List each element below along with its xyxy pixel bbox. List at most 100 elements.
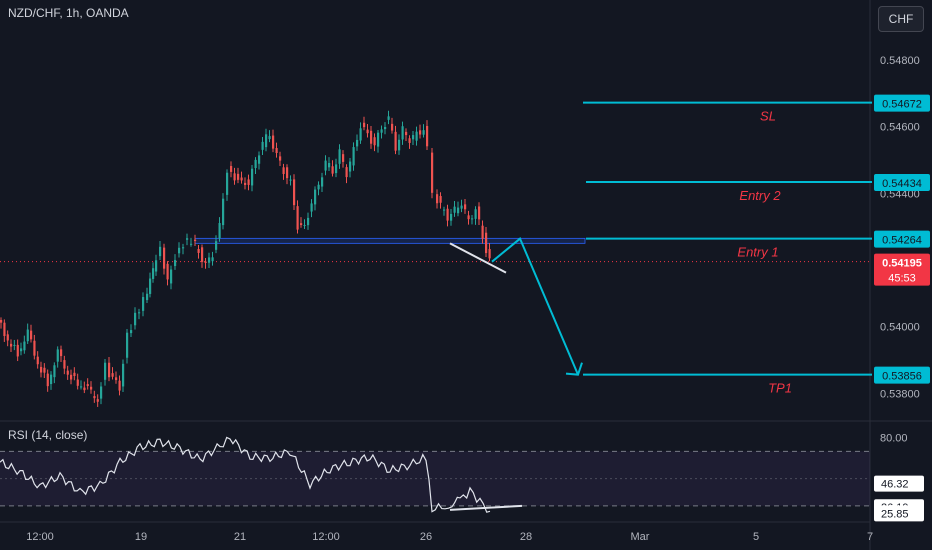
candle-body (328, 163, 331, 168)
candle-body (73, 372, 76, 377)
candle-body (331, 166, 334, 174)
candle-body (467, 215, 470, 220)
candle-body (439, 196, 442, 203)
candle-body (43, 367, 46, 373)
candle-body (76, 379, 79, 386)
rsi-line (0, 436, 491, 513)
y-tick-label: 0.54400 (880, 188, 920, 200)
candle-body (10, 343, 13, 347)
candle-body (174, 259, 177, 267)
candle-body (387, 116, 390, 120)
candle-body (296, 206, 299, 230)
candle-body (289, 179, 292, 181)
current-price-badge (874, 253, 930, 286)
candle-body (20, 348, 23, 352)
candle-body (90, 386, 93, 390)
candle-body (401, 126, 404, 140)
candle-body (53, 365, 56, 378)
candle-body (3, 322, 6, 336)
candle-body (0, 320, 3, 323)
candle-body (178, 247, 181, 254)
candle-body (363, 122, 366, 128)
candle-body (215, 241, 218, 250)
candle-body (122, 363, 125, 387)
level-badge (874, 366, 930, 384)
level-badge-text: 0.54672 (882, 99, 922, 111)
candle-body (265, 134, 268, 148)
candle-body (149, 278, 152, 294)
candle-body (194, 239, 197, 242)
candle-body (453, 206, 456, 213)
candle-body (240, 177, 243, 181)
rsi-value-badge-text: 46.32 (881, 479, 909, 491)
candle-body (286, 167, 289, 179)
y-tick-label: 0.54800 (880, 55, 920, 67)
divergence-line-price (449, 242, 507, 274)
candle-body (86, 384, 89, 387)
candle-body (218, 223, 221, 239)
candle-body (338, 149, 341, 164)
candle-body (450, 213, 453, 221)
x-tick-label: Mar (631, 531, 650, 543)
currency-button[interactable]: CHF (878, 6, 924, 32)
candle-body (66, 370, 69, 375)
level-label: TP1 (768, 381, 792, 396)
candle-body (126, 332, 129, 358)
level-badge (874, 94, 930, 112)
candle-body (446, 208, 449, 221)
level-label: Entry 2 (739, 188, 781, 203)
candle-body (36, 356, 39, 365)
candle-body (488, 249, 491, 259)
candle-body (16, 344, 19, 357)
x-tick-label: 12:00 (312, 531, 340, 543)
candle-body (204, 261, 207, 263)
candle-body (83, 387, 86, 391)
candle-body (6, 334, 9, 341)
candle-body (254, 159, 257, 169)
candle-body (33, 340, 36, 356)
level-label: Entry 1 (737, 245, 778, 260)
y-tick-label: 0.54600 (880, 122, 920, 134)
candle-body (230, 166, 233, 172)
candle-body (70, 374, 73, 380)
candle-body (104, 362, 107, 380)
candle-body (211, 257, 214, 262)
candle-body (481, 225, 484, 239)
x-tick-label: 26 (420, 531, 432, 543)
candle-body (310, 203, 313, 212)
candle-body (50, 374, 53, 385)
candle-body (485, 232, 488, 254)
candle-body (380, 129, 383, 133)
candle-body (359, 128, 362, 141)
candle-body (443, 209, 446, 211)
candle-body (300, 223, 303, 226)
candle-body (60, 349, 63, 357)
candle-body (134, 312, 137, 326)
candle-body (314, 189, 317, 205)
candle-body (307, 217, 310, 226)
candle-body (373, 137, 376, 146)
candle-body (279, 156, 282, 161)
projected-path-arrowhead (565, 362, 583, 376)
candle-body (419, 130, 422, 135)
x-tick-label: 5 (753, 531, 759, 543)
candle-body (108, 362, 111, 378)
candle-body (412, 135, 415, 140)
candle-body (303, 225, 306, 227)
candle-body (464, 204, 467, 210)
candle-body (405, 131, 408, 136)
candle-body (460, 205, 463, 209)
candle-body (345, 167, 348, 178)
x-tick-label: 7 (867, 531, 873, 543)
candle-body (471, 218, 474, 220)
candle-body (335, 164, 338, 174)
y-tick-label: 0.53800 (880, 388, 920, 400)
candle-body (159, 246, 162, 257)
candle-body (426, 126, 429, 147)
candle-body (244, 182, 247, 185)
candle-body (261, 141, 264, 150)
candle-body (93, 396, 96, 399)
candle-body (197, 248, 200, 253)
candle-body (293, 179, 296, 206)
